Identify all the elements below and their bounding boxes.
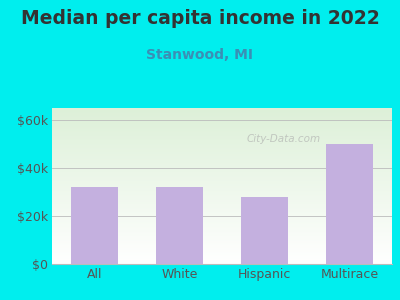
Text: Median per capita income in 2022: Median per capita income in 2022 <box>21 9 379 28</box>
Bar <box>71 187 118 264</box>
Text: Stanwood, MI: Stanwood, MI <box>146 48 254 62</box>
Bar <box>156 187 203 264</box>
Text: City-Data.com: City-Data.com <box>246 134 320 144</box>
Bar <box>241 197 288 264</box>
Bar <box>326 144 373 264</box>
